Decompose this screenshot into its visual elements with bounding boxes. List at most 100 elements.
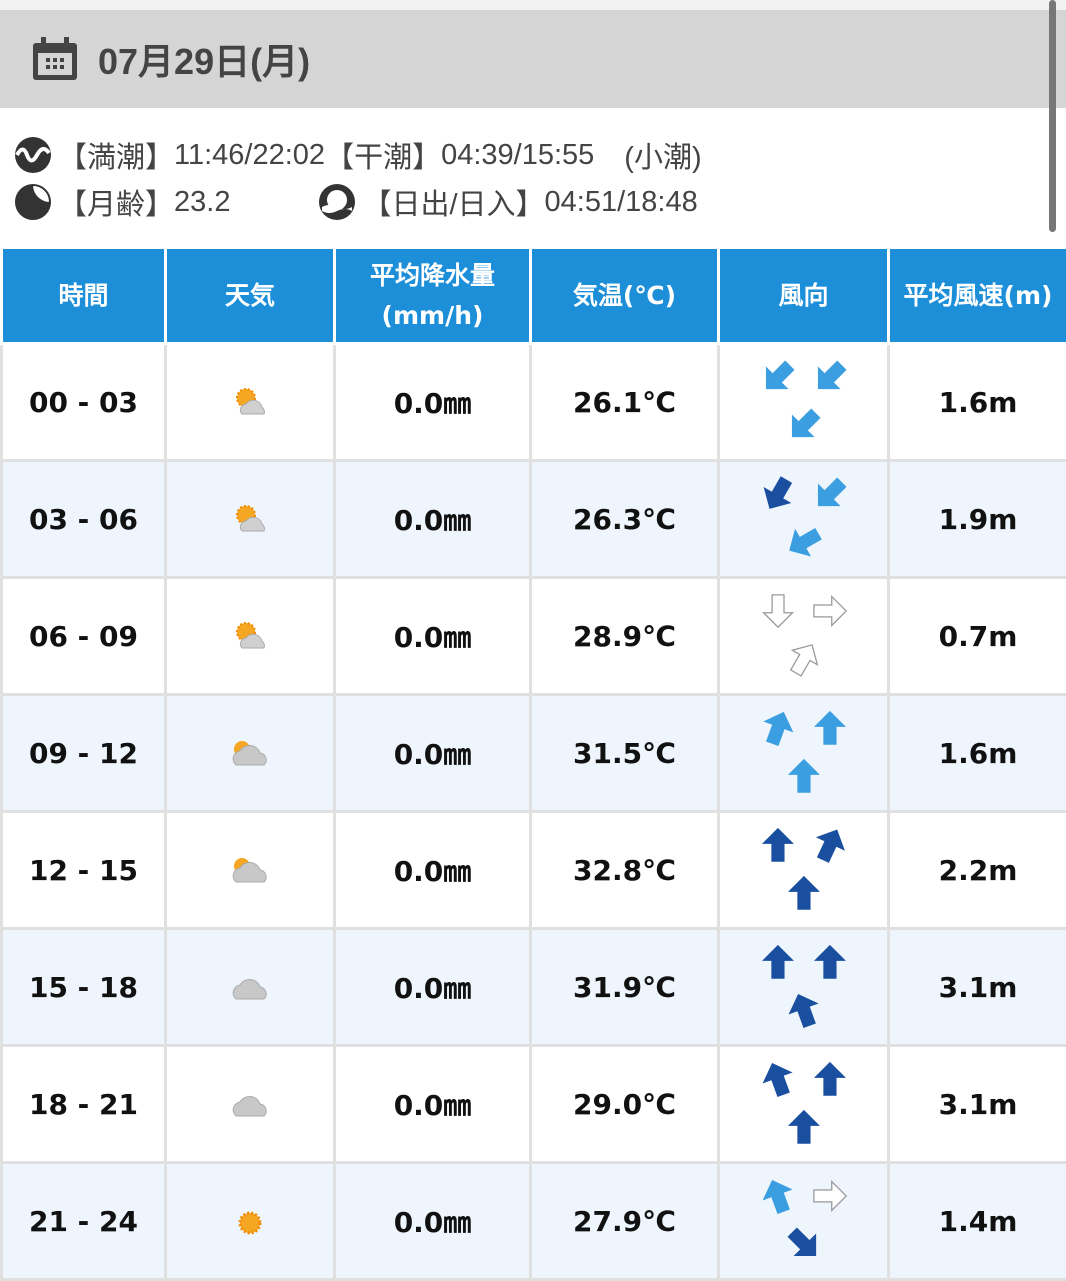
wind-arrow-icon — [755, 354, 801, 400]
temp-cell: 26.3℃ — [531, 461, 719, 578]
temp-cell: 26.1℃ — [531, 344, 719, 461]
column-header-temp: 気温(℃) — [531, 248, 719, 344]
temp-cell: 27.9℃ — [531, 1163, 719, 1280]
wind-arrow-icon — [755, 1056, 801, 1102]
wind-arrow-icon — [807, 354, 853, 400]
rain-cell: 0.0㎜ — [335, 812, 531, 929]
time-cell: 15 - 18 — [2, 929, 166, 1046]
wind-direction-cell — [719, 812, 889, 929]
wind-speed-cell: 3.1m — [889, 1046, 1066, 1163]
moon-age-value: 23.2 — [174, 186, 230, 219]
moon-phase-icon — [14, 183, 52, 221]
weather-cell — [166, 929, 335, 1046]
weather-cell — [166, 461, 335, 578]
cloud-sun-weather-icon — [220, 842, 280, 892]
rain-cell: 0.0㎜ — [335, 1046, 531, 1163]
wind-direction-cell — [719, 578, 889, 695]
wind-direction-cell — [719, 1046, 889, 1163]
wind-arrow-icon — [807, 588, 853, 634]
wind-speed-cell: 0.7m — [889, 578, 1066, 695]
temp-cell: 32.8℃ — [531, 812, 719, 929]
wind-arrow-icon — [807, 822, 853, 868]
wind-speed-cell: 1.9m — [889, 461, 1066, 578]
sunrise-sunset-value: 04:51/18:48 — [545, 186, 698, 219]
wind-speed-cell: 3.1m — [889, 929, 1066, 1046]
wind-speed-cell: 1.4m — [889, 1163, 1066, 1280]
tide-wave-icon — [14, 136, 52, 174]
wind-arrow-icon — [807, 1056, 853, 1102]
wind-arrow-icon — [755, 705, 801, 751]
wind-speed-cell: 1.6m — [889, 695, 1066, 812]
weather-cell — [166, 344, 335, 461]
weather-cell — [166, 1046, 335, 1163]
cloud-weather-icon — [220, 959, 280, 1009]
wind-arrow-icon — [755, 939, 801, 985]
wind-arrow-icon — [755, 1173, 801, 1219]
table-header-row: 時間 天気 平均降水量(mm/h) 気温(℃) 風向 平均風速(m) — [2, 248, 1066, 344]
time-cell: 18 - 21 — [2, 1046, 166, 1163]
rain-cell: 0.0㎜ — [335, 1163, 531, 1280]
wind-arrow-icon — [781, 987, 827, 1033]
wind-direction-cell — [719, 461, 889, 578]
low-tide-times: 04:39/15:55 — [441, 139, 594, 172]
top-strip — [0, 0, 1066, 10]
wind-speed-cell: 2.2m — [889, 812, 1066, 929]
wind-arrow-icon — [781, 1104, 827, 1150]
moon-sun-info: 【月齢】 23.2 【日出/日入】 04:51/18:48 — [14, 181, 698, 223]
date-header: 07月29日(月) — [0, 10, 1066, 108]
wind-arrow-icon — [755, 471, 801, 517]
wind-arrow-icon — [807, 939, 853, 985]
wind-arrow-icon — [781, 753, 827, 799]
time-cell: 06 - 09 — [2, 578, 166, 695]
calendar-icon — [30, 36, 80, 82]
table-row: 18 - 21 0.0㎜ 29.0℃ 3.1m — [2, 1046, 1066, 1163]
wind-direction-cell — [719, 1163, 889, 1280]
wind-arrow-icon — [781, 870, 827, 916]
column-header-wind-direction: 風向 — [719, 248, 889, 344]
sun-cloud-weather-icon — [220, 374, 280, 424]
time-cell: 09 - 12 — [2, 695, 166, 812]
wind-arrow-icon — [807, 471, 853, 517]
table-row: 00 - 03 0.0㎜ 26.1℃ 1.6m — [2, 344, 1066, 461]
column-header-wind-speed: 平均風速(m) — [889, 248, 1066, 344]
sun-cloud-weather-icon — [220, 608, 280, 658]
column-header-time: 時間 — [2, 248, 166, 344]
high-tide-label: 【満潮】 — [58, 134, 174, 176]
date-title: 07月29日(月) — [98, 33, 310, 85]
cloud-weather-icon — [220, 1076, 280, 1126]
moon-age-label: 【月齢】 — [58, 181, 174, 223]
column-header-weather: 天気 — [166, 248, 335, 344]
wind-direction-cell — [719, 929, 889, 1046]
wind-arrow-icon — [755, 822, 801, 868]
wind-arrow-icon — [781, 402, 827, 448]
weather-cell — [166, 812, 335, 929]
rain-cell: 0.0㎜ — [335, 695, 531, 812]
temp-cell: 29.0℃ — [531, 1046, 719, 1163]
scrollbar[interactable] — [1049, 0, 1056, 232]
sunrise-sunset-label: 【日出/日入】 — [362, 181, 544, 223]
wind-arrow-icon — [781, 1221, 827, 1267]
column-header-rain: 平均降水量(mm/h) — [335, 248, 531, 344]
wind-arrow-icon — [807, 1173, 853, 1219]
rain-cell: 0.0㎜ — [335, 461, 531, 578]
wind-arrow-icon — [755, 588, 801, 634]
temp-cell: 31.9℃ — [531, 929, 719, 1046]
low-tide-label: 【干潮】 — [325, 134, 441, 176]
forecast-table: 時間 天気 平均降水量(mm/h) 気温(℃) 風向 平均風速(m) 00 - … — [0, 246, 1066, 1281]
cloud-sun-weather-icon — [220, 725, 280, 775]
sun-weather-icon — [220, 1193, 280, 1243]
weather-cell — [166, 695, 335, 812]
table-row: 12 - 15 0.0㎜ 32.8℃ 2.2m — [2, 812, 1066, 929]
weather-cell — [166, 1163, 335, 1280]
table-row: 06 - 09 0.0㎜ 28.9℃ 0.7m — [2, 578, 1066, 695]
time-cell: 03 - 06 — [2, 461, 166, 578]
time-cell: 00 - 03 — [2, 344, 166, 461]
temp-cell: 31.5℃ — [531, 695, 719, 812]
time-cell: 12 - 15 — [2, 812, 166, 929]
temp-cell: 28.9℃ — [531, 578, 719, 695]
table-row: 09 - 12 0.0㎜ 31.5℃ 1.6m — [2, 695, 1066, 812]
wind-direction-cell — [719, 344, 889, 461]
wind-direction-cell — [719, 695, 889, 812]
sunrise-icon — [318, 183, 356, 221]
weather-cell — [166, 578, 335, 695]
